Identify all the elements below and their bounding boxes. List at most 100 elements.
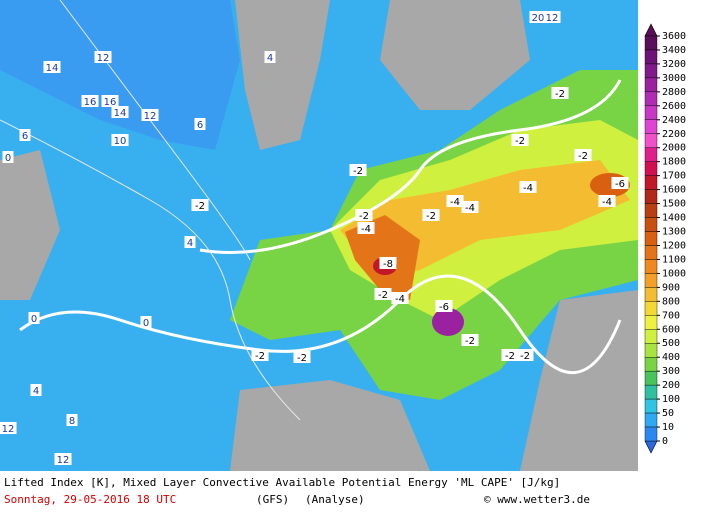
label-box bbox=[355, 209, 373, 221]
scale-label: 300 bbox=[662, 366, 680, 377]
scale-label: 700 bbox=[662, 310, 680, 321]
contour-label: 4 bbox=[187, 238, 193, 249]
scale-label: 0 bbox=[662, 436, 668, 447]
label-box bbox=[0, 422, 17, 434]
scale-label: 1600 bbox=[662, 185, 686, 196]
scale-cell bbox=[644, 91, 658, 107]
label-box bbox=[140, 316, 152, 328]
contour-label: -4 bbox=[395, 294, 405, 305]
scale-label: 900 bbox=[662, 282, 680, 293]
contour-line bbox=[19, 274, 622, 374]
scale-cell bbox=[644, 63, 658, 79]
scale-cell bbox=[644, 259, 658, 274]
label-box bbox=[529, 11, 547, 23]
scale-label: 3000 bbox=[662, 73, 686, 84]
scale-cell bbox=[644, 343, 658, 358]
contour-label: -2 bbox=[515, 136, 525, 147]
scale-label: 1000 bbox=[662, 268, 686, 279]
label-box bbox=[391, 292, 409, 304]
contour-label: 12 bbox=[144, 111, 157, 122]
scale-cell bbox=[644, 384, 658, 400]
scale-cell bbox=[644, 329, 658, 344]
label-box bbox=[191, 199, 209, 211]
contour-line bbox=[59, 0, 251, 261]
label-box bbox=[516, 349, 534, 361]
scale-label: 2200 bbox=[662, 129, 686, 140]
contour-label: 4 bbox=[33, 386, 39, 397]
contour-label: -4 bbox=[602, 197, 612, 208]
scale-label: 1300 bbox=[662, 227, 686, 238]
gray-area bbox=[380, 0, 530, 110]
contour-label: -2 bbox=[378, 290, 388, 301]
label-box bbox=[379, 257, 397, 269]
footer-title: Lifted Index [K], Mixed Layer Convective… bbox=[4, 476, 560, 489]
scale-label: 400 bbox=[662, 352, 680, 363]
scale-label: 2800 bbox=[662, 87, 686, 98]
label-box bbox=[30, 384, 42, 396]
scale-cell bbox=[644, 426, 658, 442]
scale-cell bbox=[644, 147, 658, 162]
scale-cell bbox=[644, 49, 658, 65]
scale-cell bbox=[644, 287, 658, 302]
label-box bbox=[251, 349, 269, 361]
scale-label: 1700 bbox=[662, 171, 686, 182]
label-box bbox=[543, 11, 561, 23]
scale-cell bbox=[644, 175, 658, 190]
scale-label: 1500 bbox=[662, 199, 686, 210]
ocean-area bbox=[0, 0, 240, 150]
contour-line bbox=[0, 119, 301, 421]
contour-line bbox=[199, 79, 622, 254]
contour-label: 14 bbox=[46, 63, 59, 74]
scale-cell bbox=[644, 217, 658, 232]
footer-bg bbox=[0, 471, 704, 513]
scale-cell bbox=[644, 370, 658, 386]
contour-label: -2 bbox=[520, 351, 530, 362]
scale-cell bbox=[644, 119, 658, 134]
scale-label: 3200 bbox=[662, 59, 686, 70]
contour-label: 0 bbox=[143, 318, 149, 329]
gray-area bbox=[0, 150, 60, 300]
contour-label: 6 bbox=[22, 131, 28, 142]
scale-label: 200 bbox=[662, 380, 680, 391]
contour-label: 12 bbox=[546, 13, 559, 24]
scale-cell bbox=[644, 398, 658, 414]
label-box bbox=[28, 312, 40, 324]
gray-area bbox=[520, 290, 638, 471]
label-box bbox=[574, 149, 592, 161]
contour-label: -4 bbox=[465, 203, 475, 214]
scale-cell bbox=[644, 77, 658, 93]
contour-label: -2 bbox=[578, 151, 588, 162]
scale-label: 2400 bbox=[662, 115, 686, 126]
scale-label: 100 bbox=[662, 394, 680, 405]
label-box bbox=[111, 134, 129, 146]
contour-label: -6 bbox=[439, 302, 449, 313]
scale-label: 10 bbox=[662, 422, 674, 433]
label-box bbox=[2, 151, 14, 163]
gray-area bbox=[230, 380, 430, 471]
scale-label: 2600 bbox=[662, 101, 686, 112]
scale-label: 1400 bbox=[662, 213, 686, 224]
label-box bbox=[66, 414, 78, 426]
footer-credit: © www.wetter3.de bbox=[484, 493, 590, 506]
scale-label: 50 bbox=[662, 408, 674, 419]
contour-label: -2 bbox=[297, 353, 307, 364]
contour-label: -6 bbox=[615, 179, 625, 190]
contour-label: -4 bbox=[450, 197, 460, 208]
scale-cell bbox=[644, 357, 658, 372]
contour-label: 12 bbox=[97, 53, 110, 64]
scale-cell bbox=[644, 315, 658, 330]
scale-cell bbox=[644, 412, 658, 428]
label-box bbox=[422, 209, 440, 221]
scale-label: 1200 bbox=[662, 240, 686, 251]
scale-cell bbox=[644, 231, 658, 246]
label-box bbox=[519, 181, 537, 193]
label-box bbox=[19, 129, 31, 141]
scale-cell bbox=[644, 161, 658, 176]
contour-label: 6 bbox=[197, 120, 203, 131]
contour-label: -2 bbox=[555, 89, 565, 100]
contour-label: 20 bbox=[532, 13, 545, 24]
label-box bbox=[141, 109, 159, 121]
label-box bbox=[611, 177, 629, 189]
